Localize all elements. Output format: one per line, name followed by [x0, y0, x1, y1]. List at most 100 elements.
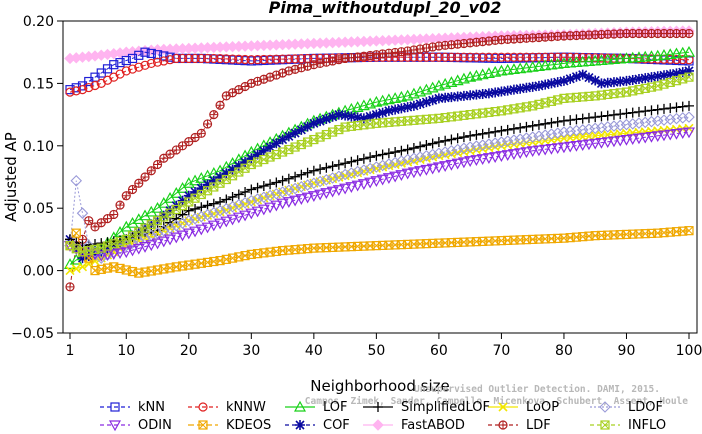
- data-point: [446, 52, 457, 62]
- data-point: [408, 100, 419, 111]
- data-point: [315, 58, 325, 69]
- data-point: [296, 54, 306, 64]
- data-point: [234, 54, 244, 64]
- data-point: [626, 134, 639, 146]
- data-point: [633, 106, 644, 117]
- legend-marker: [498, 420, 508, 430]
- data-point: [470, 155, 483, 167]
- data-point: [121, 66, 131, 76]
- data-point: [595, 137, 608, 149]
- data-point: [465, 52, 475, 62]
- data-point: [646, 72, 657, 83]
- data-point: [583, 123, 595, 135]
- data-point: [601, 53, 614, 65]
- data-point: [90, 80, 100, 91]
- data-point: [452, 133, 463, 144]
- data-point: [101, 250, 114, 261]
- data-point: [196, 53, 206, 64]
- data-point: [227, 54, 238, 64]
- data-point: [451, 143, 464, 156]
- data-point: [433, 147, 445, 160]
- data-point: [207, 220, 220, 232]
- x-tick-label: 20: [180, 343, 198, 359]
- data-point: [658, 70, 669, 81]
- data-point: [496, 125, 507, 136]
- data-point: [670, 47, 683, 59]
- data-point: [309, 60, 319, 70]
- data-point: [476, 154, 489, 166]
- data-point: [646, 105, 657, 116]
- legend-item: LoOP: [488, 400, 559, 415]
- data-point: [577, 113, 588, 124]
- data-point: [139, 209, 152, 221]
- data-point: [514, 133, 526, 145]
- data-point: [158, 224, 170, 237]
- y-tick-label: 0.20: [23, 14, 54, 30]
- data-point: [65, 85, 75, 95]
- data-point: [489, 137, 501, 149]
- data-point: [195, 210, 208, 223]
- data-point: [620, 134, 633, 146]
- data-point: [520, 147, 533, 159]
- data-point: [595, 121, 608, 134]
- data-point: [684, 100, 694, 111]
- data-point: [558, 75, 569, 86]
- data-point: [339, 183, 352, 195]
- data-point: [465, 90, 476, 101]
- data-point: [408, 143, 419, 154]
- data-point: [607, 136, 620, 148]
- data-point: [65, 87, 75, 97]
- x-tick-label: 60: [430, 343, 448, 359]
- data-point: [440, 92, 451, 103]
- data-point: [184, 53, 194, 64]
- data-point: [146, 48, 156, 59]
- legend-label: kNNW: [226, 400, 266, 415]
- data-point: [351, 165, 364, 178]
- data-point: [270, 187, 283, 200]
- legend-label: LDF: [526, 418, 551, 433]
- data-point: [526, 60, 539, 72]
- data-point: [364, 162, 376, 175]
- data-point: [557, 142, 570, 154]
- data-point: [420, 150, 433, 162]
- data-point: [402, 102, 413, 113]
- data-point: [328, 56, 338, 66]
- x-tick-label: 80: [555, 343, 573, 359]
- data-point: [189, 212, 201, 225]
- data-point: [126, 245, 139, 257]
- data-point: [190, 53, 200, 64]
- data-point: [183, 190, 194, 201]
- data-point: [220, 202, 233, 215]
- data-point: [464, 156, 477, 168]
- data-point: [546, 78, 557, 89]
- data-point: [564, 56, 577, 68]
- legend-marker: [295, 420, 305, 430]
- watermark-line-1: Unsupervised Outlier Detection. DAMI, 20…: [414, 384, 660, 395]
- y-axis-title: Adjusted AP: [2, 132, 20, 222]
- data-point: [414, 151, 426, 163]
- data-point: [177, 53, 188, 64]
- data-point: [277, 54, 288, 64]
- data-point: [633, 74, 644, 85]
- data-point: [283, 173, 294, 184]
- data-point: [527, 81, 538, 92]
- data-point: [553, 52, 563, 62]
- data-point: [140, 172, 150, 182]
- data-point: [440, 135, 451, 146]
- data-point: [164, 222, 176, 234]
- data-point: [620, 118, 633, 131]
- data-point: [159, 153, 169, 163]
- data-point: [365, 111, 376, 122]
- data-point: [290, 171, 301, 182]
- data-point: [502, 85, 513, 96]
- plot-frame: [62, 20, 698, 334]
- data-point: [533, 80, 544, 91]
- data-point: [114, 248, 127, 260]
- data-point: [421, 97, 432, 108]
- data-point: [251, 193, 264, 205]
- data-point: [501, 150, 514, 162]
- data-point: [684, 226, 694, 236]
- data-point: [551, 57, 564, 69]
- data-point: [221, 194, 232, 205]
- data-point: [514, 148, 527, 160]
